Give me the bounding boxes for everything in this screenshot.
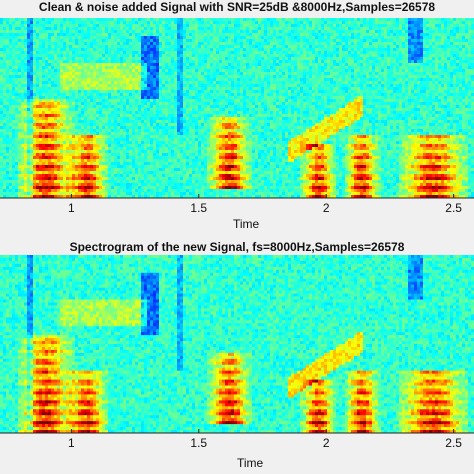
axis-background: [0, 198, 474, 224]
spectrogram-cells: [0, 18, 474, 199]
x-tick-label: 1: [68, 436, 75, 450]
spectrogram-cells: [0, 255, 474, 434]
axis-background: [0, 433, 474, 459]
bottom-chart-title: Spectrogram of the new Signal, fs=8000Hz…: [69, 240, 405, 254]
x-tick-label: 2: [323, 201, 330, 215]
top-x-axis-label: Time: [233, 217, 260, 231]
top-spectrogram: 1 1.5 2 2.5: [0, 18, 474, 224]
x-tick-label: 1: [68, 201, 75, 215]
x-tick-label: 1.5: [190, 436, 207, 450]
x-tick-label: 1.5: [190, 201, 207, 215]
x-tick-label: 2.5: [445, 201, 462, 215]
top-chart-title: Clean & noise added Signal with SNR=25dB…: [38, 0, 436, 14]
bottom-x-axis-label: Time: [237, 456, 264, 470]
x-tick-label: 2.5: [445, 436, 462, 450]
x-tick-label: 2: [323, 436, 330, 450]
bottom-spectrogram: 1 1.5 2 2.5: [0, 255, 474, 459]
